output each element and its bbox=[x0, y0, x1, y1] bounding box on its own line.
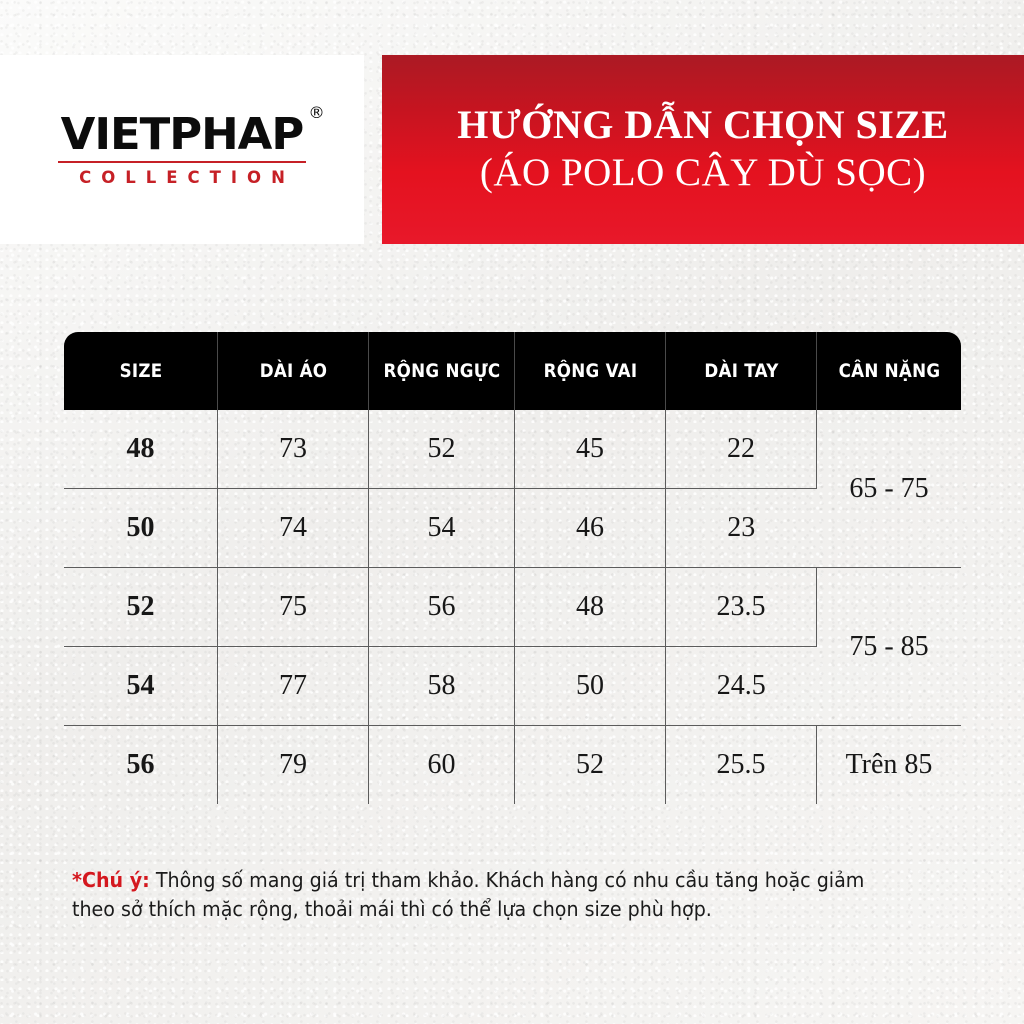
table-row: 54 77 58 50 24.5 bbox=[64, 646, 961, 726]
brand-divider-rule bbox=[58, 160, 306, 163]
table-header-row: SIZE DÀI ÁO RỘNG NGỰC RỘNG VAI DÀI TAY C… bbox=[64, 332, 961, 410]
page-header: VIETPHAP ® COLLECTION HƯỚNG DẪN CHỌN SIZ… bbox=[0, 55, 1024, 244]
cell-rong-vai: 46 bbox=[514, 488, 666, 568]
cell-rong-vai: 52 bbox=[514, 725, 666, 804]
cell-dai-ao: 74 bbox=[217, 488, 369, 568]
cell-can-nang: Trên 85 bbox=[816, 725, 961, 804]
cell-rong-vai: 50 bbox=[514, 646, 666, 726]
title-banner: HƯỚNG DẪN CHỌN SIZE (ÁO POLO CÂY DÙ SỌC) bbox=[382, 55, 1024, 244]
cell-can-nang: 75 - 85 bbox=[816, 567, 961, 726]
table-row: 48 73 52 45 22 65 - 75 bbox=[64, 410, 961, 504]
cell-can-nang: 65 - 75 bbox=[849, 472, 929, 504]
cell-rong-nguc: 54 bbox=[368, 488, 515, 568]
brand-logo-panel: VIETPHAP ® COLLECTION bbox=[0, 55, 364, 244]
footer-note-text: Thông số mang giá trị tham khảo. Khách h… bbox=[72, 868, 865, 922]
cell-size: 48 bbox=[64, 410, 218, 489]
cell-rong-nguc: 60 bbox=[368, 725, 515, 804]
brand-wordmark-text: VIETPHAP bbox=[60, 108, 305, 160]
cell-dai-ao: 75 bbox=[217, 567, 369, 647]
cell-dai-ao: 73 bbox=[217, 410, 369, 489]
footer-note-label: *Chú ý: bbox=[72, 868, 150, 892]
size-chart-container: SIZE DÀI ÁO RỘNG NGỰC RỘNG VAI DÀI TAY C… bbox=[63, 331, 962, 805]
cell-rong-nguc: 58 bbox=[368, 646, 515, 726]
table-row: 50 74 54 46 23 bbox=[64, 488, 961, 568]
cell-dai-tay: 23.5 bbox=[665, 567, 817, 647]
column-header-rong-vai: RỘNG VAI bbox=[523, 332, 657, 410]
column-header-size: SIZE bbox=[72, 332, 209, 410]
cell-dai-ao: 79 bbox=[217, 725, 369, 804]
cell-rong-vai: 48 bbox=[514, 567, 666, 647]
page-subtitle: (ÁO POLO CÂY DÙ SỌC) bbox=[479, 151, 927, 195]
size-chart-table: SIZE DÀI ÁO RỘNG NGỰC RỘNG VAI DÀI TAY C… bbox=[63, 331, 962, 805]
page-title: HƯỚNG DẪN CHỌN SIZE bbox=[457, 101, 949, 147]
cell-dai-tay: 24.5 bbox=[665, 646, 817, 726]
column-header-can-nang: CÂN NẶNG bbox=[838, 360, 940, 382]
cell-size: 52 bbox=[64, 567, 218, 647]
table-row: 56 79 60 52 25.5 Trên 85 bbox=[64, 725, 961, 804]
cell-dai-ao: 77 bbox=[217, 646, 369, 726]
registered-trademark-icon: ® bbox=[308, 102, 324, 122]
column-header-dai-tay: DÀI TAY bbox=[674, 332, 808, 410]
cell-dai-tay: 25.5 bbox=[665, 725, 817, 804]
cell-rong-nguc: 52 bbox=[368, 410, 515, 489]
cell-dai-tay: 22 bbox=[665, 410, 817, 489]
cell-dai-tay: 23 bbox=[665, 488, 817, 568]
column-header-rong-nguc: RỘNG NGỰC bbox=[377, 332, 507, 410]
cell-rong-vai: 45 bbox=[514, 410, 666, 489]
brand-wordmark: VIETPHAP ® bbox=[61, 104, 325, 157]
column-header-dai-ao: DÀI ÁO bbox=[226, 332, 360, 410]
brand-subtitle: COLLECTION bbox=[79, 168, 295, 187]
table-row: 52 75 56 48 23.5 75 - 85 bbox=[64, 567, 961, 726]
footer-note: *Chú ý: Thông số mang giá trị tham khảo.… bbox=[72, 866, 909, 924]
cell-size: 54 bbox=[64, 646, 218, 726]
cell-rong-nguc: 56 bbox=[368, 567, 515, 647]
cell-size: 56 bbox=[64, 725, 218, 804]
cell-size: 50 bbox=[64, 488, 218, 568]
